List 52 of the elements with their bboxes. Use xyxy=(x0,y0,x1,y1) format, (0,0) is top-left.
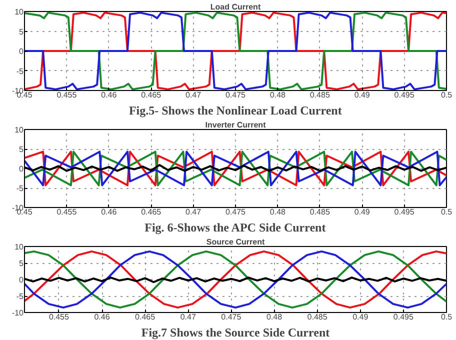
y-tick-label: 10 xyxy=(14,126,24,134)
y-tick-label: 5 xyxy=(19,145,24,154)
x-tick-label: 0.495 xyxy=(394,208,415,216)
x-tick-label: 0.465 xyxy=(141,208,162,216)
y-tick-label: -5 xyxy=(16,66,24,76)
line-series xyxy=(24,12,446,90)
x-tick-label: 0.5 xyxy=(440,312,453,322)
x-tick-label: 0.455 xyxy=(56,90,78,100)
x-tick-label: 0.475 xyxy=(225,208,246,216)
x-tick-label: 0.475 xyxy=(225,90,246,100)
x-tick-label: 0.485 xyxy=(310,208,330,216)
x-tick-label: 0.495 xyxy=(393,312,414,322)
x-tick-label: 0.46 xyxy=(101,90,118,100)
y-tick-label: -5 xyxy=(16,184,24,193)
y-tick-label: 0 xyxy=(19,164,24,174)
x-tick-label: 0.49 xyxy=(352,312,369,322)
x-tick-label: 0.47 xyxy=(180,312,196,322)
chart-title: Inverter Current xyxy=(205,120,266,130)
x-tick-label: 0.475 xyxy=(221,312,242,322)
x-tick-label: 0.5 xyxy=(440,90,453,100)
x-tick-label: 0.47 xyxy=(186,208,202,216)
y-tick-label: -5 xyxy=(16,292,24,301)
x-tick-label: 0.465 xyxy=(135,312,156,322)
x-tick-label: 0.49 xyxy=(354,90,370,100)
x-tick-label: 0.49 xyxy=(354,208,370,216)
y-tick-label: 10 xyxy=(14,8,24,16)
caption: Fig.7 Shows the Source Side Current xyxy=(141,326,330,340)
chart-title: Source Current xyxy=(206,238,265,246)
y-tick-label: 5 xyxy=(19,27,24,36)
x-tick-label: 0.485 xyxy=(307,312,328,322)
x-tick-label: 0.485 xyxy=(310,90,330,100)
x-tick-label: 0.48 xyxy=(270,90,286,100)
caption: Fig.5- Shows the Nonlinear Load Current xyxy=(128,104,342,118)
y-tick-label: 10 xyxy=(14,242,24,252)
x-tick-label: 0.47 xyxy=(186,90,202,100)
x-tick-label: 0.48 xyxy=(266,312,283,322)
x-tick-label: 0.48 xyxy=(270,208,286,216)
y-tick-label: 0 xyxy=(19,276,24,284)
y-tick-label: 0 xyxy=(19,47,24,56)
y-tick-label: 5 xyxy=(19,259,24,268)
caption: Fig. 6-Shows the APC Side Current xyxy=(144,220,326,234)
x-tick-label: 0.46 xyxy=(101,208,118,216)
x-tick-label: 0.465 xyxy=(141,90,162,100)
line-series xyxy=(24,250,446,309)
x-tick-label: 0.455 xyxy=(48,312,70,322)
x-tick-label: 0.455 xyxy=(56,208,78,216)
y-tick-label: -10 xyxy=(12,308,24,318)
chart-title: Load Current xyxy=(210,2,261,12)
x-tick-label: 0.5 xyxy=(440,208,453,216)
x-tick-label: 0.495 xyxy=(394,90,415,100)
line-series xyxy=(24,150,446,186)
x-tick-label: 0.46 xyxy=(94,312,110,322)
